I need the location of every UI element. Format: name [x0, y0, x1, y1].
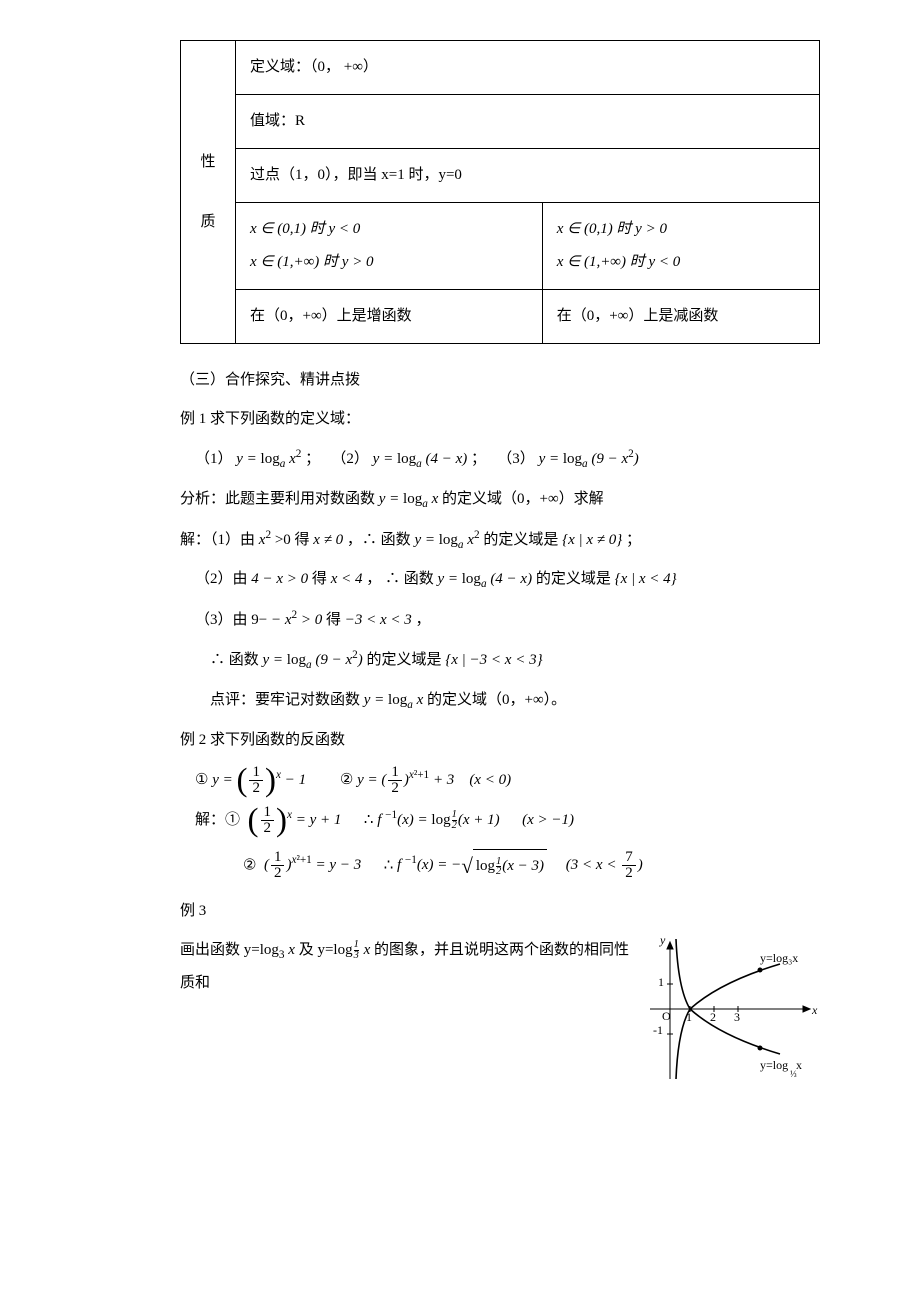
sign-b-2: x ∈ (1,+∞) 时 y < 0 [557, 246, 805, 279]
ex1-sol1-neq: x ≠ 0 [313, 532, 343, 548]
ex1-sol1-a: >0 得 [275, 532, 313, 548]
ex2-q2-eq: y = (12)x²+1 + 3 (x < 0) [357, 772, 511, 788]
sign-a-2: x ∈ (1,+∞) 时 y > 0 [250, 246, 528, 279]
row-sign-b: x ∈ (0,1) 时 y > 0 x ∈ (1,+∞) 时 y < 0 [542, 203, 819, 290]
ex1-sol2: （2）由 4 − x > 0 得 x < 4 ， ∴ 函数 y = loga (… [180, 563, 820, 597]
svg-text:2: 2 [710, 1010, 716, 1024]
ex1-remark-pre: 点评：要牢记对数函数 [210, 692, 364, 708]
ex1-sol2-a: 得 [312, 571, 331, 587]
ex1-sol3-a: 得 [326, 612, 341, 628]
ex2-sol2: ② (12)x²+1 = y − 3 ∴ f −1(x) = −√log12(x… [180, 843, 820, 889]
ex1-sol2-lead: （2）由 [195, 571, 251, 587]
properties-table: 性 质 定义域：（0， +∞） 值域：R 过点（1，0），即当 x=1 时，y=… [180, 40, 820, 344]
ex1-analysis-pre: 分析：此题主要利用对数函数 [180, 491, 379, 507]
ex2-sol2-eq2: f −1(x) = −√log12(x − 3) [397, 857, 547, 873]
ex1-sol2-ineq: 4 − x > 0 [251, 571, 308, 587]
ex3-body-pre: 画出函数 y= [180, 942, 260, 958]
row-point: 过点（1，0），即当 x=1 时，y=0 [236, 149, 820, 203]
ex1-remark: 点评：要牢记对数函数 y = loga x 的定义域（0，+∞）。 [180, 684, 820, 718]
ex2-sol2-lead: ② [243, 857, 256, 873]
ex2-sol2-tf: ∴ [384, 857, 397, 873]
ex2-cond: (x < 0) [469, 772, 511, 788]
svg-text:x: x [796, 1058, 802, 1072]
svg-text:x: x [811, 1003, 818, 1017]
svg-text:1: 1 [658, 975, 664, 989]
row-range: 值域：R [236, 95, 820, 149]
ex1-items: （1） y = loga x2 ； （2） y = loga (4 − x) ；… [180, 442, 820, 477]
ex1-sol3-conc: ∴ 函数 y = loga (9 − x2) 的定义域是 {x | −3 < x… [180, 643, 820, 678]
ex1-title: 例 1 求下列函数的定义域： [180, 403, 820, 436]
ex1-sol1: 解：（1）由 x2 >0 得 x ≠ 0 ，∴ 函数 y = loga x2 的… [180, 523, 820, 558]
ex1-q3-eq: y = loga (9 − x2) [539, 451, 639, 467]
ex1-sol1-set: {x | x ≠ 0} [562, 532, 622, 548]
ex1-sol3-lead: （3）由 9− [195, 612, 267, 628]
ex3-body-mid: 及 y= [295, 942, 333, 958]
svg-text:y: y [659, 934, 666, 947]
ex2-items: ① y = (12)x − 1 ② y = (12)x²+1 + 3 (x < … [180, 763, 820, 797]
sign-a-1: x ∈ (0,1) 时 y < 0 [250, 213, 528, 246]
svg-text:-1: -1 [653, 1023, 663, 1037]
ex1-sol1-b: ，∴ 函数 [347, 532, 415, 548]
ex2-title: 例 2 求下列函数的反函数 [180, 724, 820, 757]
ex2-sol2-cond: (3 < x < 72) [566, 857, 643, 873]
ex1-sol1-c: 的定义域是 [483, 532, 562, 548]
side-label-top: 性 [200, 154, 215, 170]
ex3-body-fn2: log13 x [333, 942, 370, 958]
graph-svg: x y O 1 -1 1 2 3 y=log₃x y=log ⅓ x [640, 934, 820, 1084]
row-mono-b: 在（0，+∞）上是减函数 [542, 290, 819, 344]
ex1-sol3-fn: y = loga (9 − x2) [263, 652, 363, 668]
sign-b-1: x ∈ (0,1) 时 y > 0 [557, 213, 805, 246]
ex1-analysis-eq: y = loga x [379, 491, 439, 507]
ex2-sol2-eq1: (12)x²+1 = y − 3 [264, 857, 361, 873]
ex1-sol2-res: x < 4 [331, 571, 363, 587]
ex2-sol1-tf: ∴ [364, 812, 377, 828]
ex1-remark-eq: y = loga x [364, 692, 424, 708]
ex1-q1-lead: （1） [195, 451, 233, 467]
ex1-sol2-b: ， ∴ 函数 [366, 571, 437, 587]
ex1-analysis-post: 的定义域（0，+∞）求解 [442, 491, 604, 507]
ex1-q2-eq: y = loga (4 − x) [373, 451, 468, 467]
ex1-analysis: 分析：此题主要利用对数函数 y = loga x 的定义域（0，+∞）求解 [180, 483, 820, 517]
ex1-q3-lead: （3） [497, 451, 535, 467]
side-label-bottom: 质 [200, 214, 215, 230]
svg-text:3: 3 [734, 1010, 740, 1024]
ex1-sol3-b: ， [416, 612, 431, 628]
row-domain: 定义域：（0， +∞） [236, 41, 820, 95]
svg-text:O: O [662, 1009, 671, 1023]
ex2-sol1: 解：① (12)x = y + 1 ∴ f −1(x) = log12(x + … [180, 803, 820, 837]
ex1-sol3-ineq: − x2 > 0 [271, 612, 322, 628]
ex2-sol-lead: 解：① [195, 812, 240, 828]
ex1-q2-lead: （2） [331, 451, 369, 467]
log-graph: x y O 1 -1 1 2 3 y=log₃x y=log ⅓ x [640, 934, 820, 1084]
ex3-title: 例 3 [180, 895, 820, 928]
ex1-sol3-conc-a: ∴ 函数 [210, 652, 263, 668]
ex2-sol1-cond: (x > −1) [522, 812, 574, 828]
ex1-sol1-fn: y = loga x2 [414, 532, 479, 548]
ex1-sol1-end: ； [626, 532, 641, 548]
ex1-sol3-set: {x | −3 < x < 3} [445, 652, 542, 668]
svg-text:y=log: y=log [760, 1058, 788, 1072]
ex3-body-fn1: log3 x [260, 942, 295, 958]
ex2-q1-eq: y = (12)x − 1 [212, 772, 306, 788]
side-label-cell: 性 质 [181, 41, 236, 344]
ex2-q2-lead: ② [340, 772, 357, 788]
ex2-q1-lead: ① [195, 772, 212, 788]
row-mono-a: 在（0，+∞）上是增函数 [236, 290, 543, 344]
svg-text:y=log₃x: y=log₃x [760, 951, 798, 965]
ex1-sol1-x2: x2 [259, 532, 271, 548]
ex1-sol3-res: −3 < x < 3 [345, 612, 412, 628]
ex1-sol2-set: {x | x < 4} [615, 571, 677, 587]
ex1-remark-post: 的定义域（0，+∞）。 [427, 692, 566, 708]
ex1-sol-lead: 解：（1）由 [180, 532, 259, 548]
ex1-sol3: （3）由 9− − x2 > 0 得 −3 < x < 3 ， [180, 603, 820, 637]
row-sign-a: x ∈ (0,1) 时 y < 0 x ∈ (1,+∞) 时 y > 0 [236, 203, 543, 290]
ex1-sol3-conc-b: 的定义域是 [367, 652, 446, 668]
ex2-sol1-eq1: (12)x = y + 1 [248, 812, 342, 828]
section-3-heading: （三）合作探究、精讲点拨 [180, 364, 820, 397]
ex2-sol1-eq2: f −1(x) = log12(x + 1) [377, 812, 499, 828]
ex1-sol2-fn: y = loga (4 − x) [437, 571, 532, 587]
ex1-q1-eq: y = loga x2 [236, 451, 301, 467]
ex1-sol2-c: 的定义域是 [536, 571, 615, 587]
